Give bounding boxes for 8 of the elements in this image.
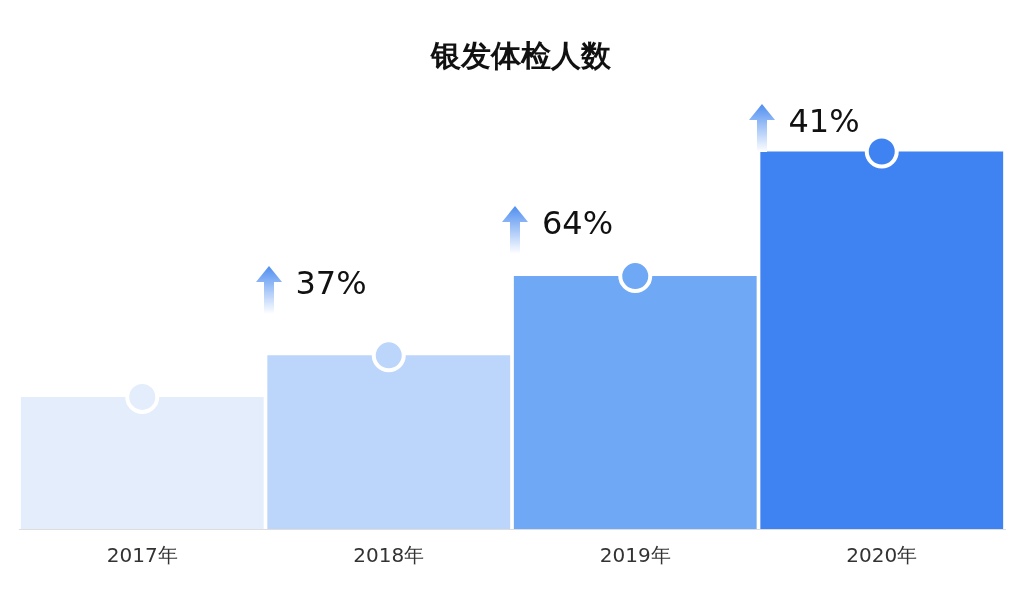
chart-title: 银发体检人数	[428, 37, 612, 73]
x-tick-label: 2017年	[106, 543, 178, 568]
x-tick-label: 2018年	[353, 543, 425, 568]
x-tick-label: 2019年	[599, 543, 671, 568]
x-tick-label: 2020年	[846, 543, 918, 568]
annotation: 37%	[295, 264, 367, 303]
annotation: 64%	[542, 204, 614, 243]
text: 41%	[788, 102, 860, 141]
